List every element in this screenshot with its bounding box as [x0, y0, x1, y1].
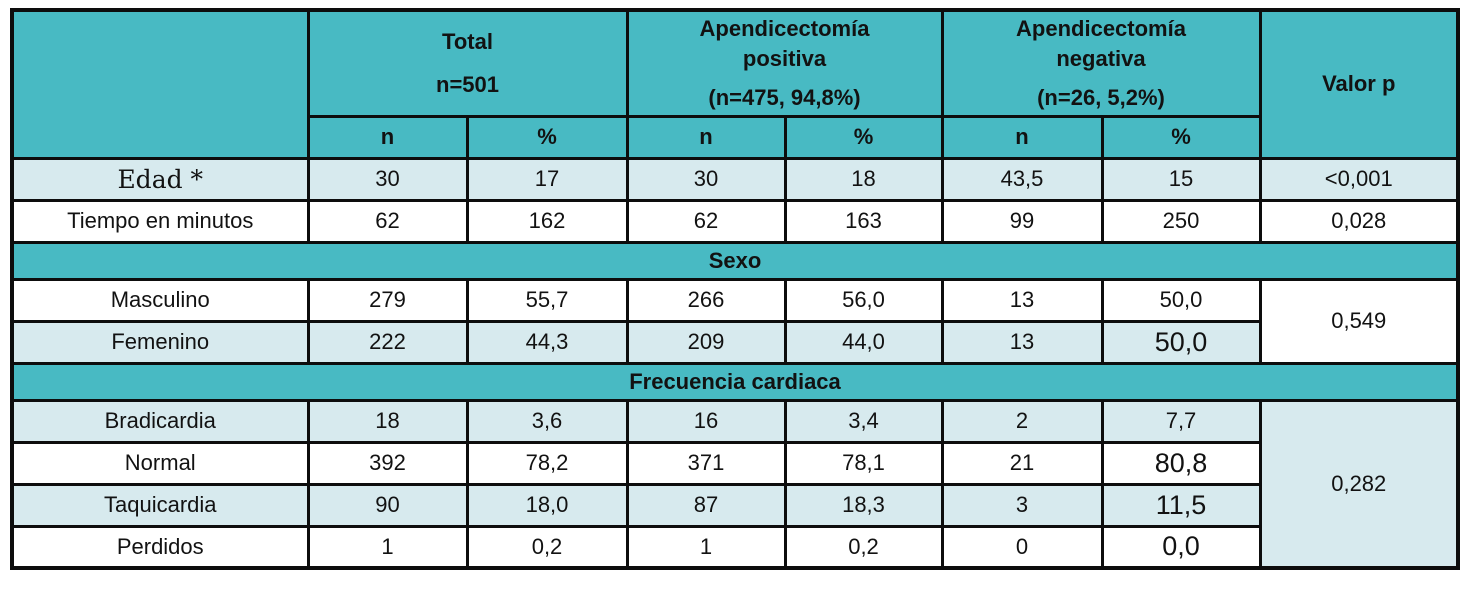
group-total-n: n=501	[436, 72, 499, 98]
data-cell: 392	[306, 440, 469, 486]
data-cell: 50,0	[1100, 319, 1262, 365]
subcol-total-n: n	[306, 114, 469, 160]
table-row-perdidos: Perdidos 1 0,2 1 0,2 0 0,0	[10, 524, 1458, 570]
data-cell: 44,0	[783, 319, 944, 365]
group-negativa-n: (n=26, 5,2%)	[1037, 84, 1165, 110]
section-title: Frecuencia cardiaca	[10, 361, 1460, 402]
data-cell: 2	[940, 398, 1104, 444]
data-cell: 0,0	[1100, 524, 1262, 570]
table-row-tiempo: Tiempo en minutos 62 162 62 163 99 250 0…	[10, 198, 1460, 244]
data-cell: 1	[306, 524, 469, 570]
data-cell: 163	[783, 198, 944, 244]
subcol-positiva-pct: %	[783, 114, 944, 160]
row-label: Perdidos	[10, 524, 310, 570]
group-negativa-title-line1: Apendicectomía	[1016, 16, 1186, 42]
group-total-title: Total	[442, 28, 493, 54]
data-cell: 0	[940, 524, 1104, 570]
column-group-total: Total n=501	[306, 8, 629, 118]
data-cell: 44,3	[465, 319, 629, 365]
data-cell: 87	[625, 482, 787, 528]
data-cell: 56,0	[783, 277, 944, 323]
data-cell: 13	[940, 277, 1104, 323]
group-positiva-title-line1: Apendicectomía	[699, 16, 870, 42]
p-value-cell: 0,282	[1258, 398, 1460, 570]
data-cell: 80,8	[1100, 440, 1262, 486]
section-title: Sexo	[10, 240, 1460, 281]
data-cell: 62	[625, 198, 787, 244]
group-positiva-n: (n=475, 94,8%)	[708, 84, 861, 110]
data-cell: 18,0	[465, 482, 629, 528]
data-cell: 209	[625, 319, 787, 365]
table-row-taquicardia: Taquicardia 90 18,0 87 18,3 3 11,5	[10, 482, 1458, 528]
group-negativa-title-line2: negativa	[1056, 45, 1146, 71]
data-cell: 11,5	[1100, 482, 1262, 528]
row-label: Taquicardia	[10, 482, 310, 528]
page: Total n=501 Apendicectomía positiva (n=4…	[10, 8, 1460, 570]
p-value-cell: 0,549	[1258, 277, 1460, 365]
data-cell: 90	[306, 482, 469, 528]
data-cell: 3	[940, 482, 1104, 528]
data-cell: 3,4	[783, 398, 944, 444]
data-cell: 13	[940, 319, 1104, 365]
column-group-positiva: Apendicectomía positiva (n=475, 94,8%)	[625, 8, 944, 118]
data-cell: 15	[1100, 156, 1262, 202]
section-header-frecuencia-cardiaca: Frecuencia cardiaca	[10, 361, 1460, 402]
header-row-groups: Total n=501 Apendicectomía positiva (n=4…	[10, 8, 1460, 160]
data-cell: 371	[625, 440, 787, 486]
data-cell: 17	[465, 156, 629, 202]
p-value-cell: 0,028	[1258, 198, 1460, 244]
table-row-normal: Normal 392 78,2 371 78,1 21 80,8	[10, 440, 1458, 486]
table-row-femenino: Femenino 222 44,3 209 44,0 13 50,0	[10, 319, 1458, 365]
data-cell: 0,2	[783, 524, 944, 570]
data-cell: 30	[625, 156, 787, 202]
subcol-negativa-pct: %	[1100, 114, 1262, 160]
data-cell: 18	[306, 398, 469, 444]
data-cell: 162	[465, 198, 629, 244]
row-label: Tiempo en minutos	[10, 198, 310, 244]
row-label: Edad *	[10, 156, 310, 202]
row-label: Bradicardia	[10, 398, 310, 444]
data-cell: 18	[783, 156, 944, 202]
header-row-subcols: n % n % n %	[12, 114, 1458, 160]
data-cell: 0,2	[465, 524, 629, 570]
subcol-negativa-n: n	[940, 114, 1104, 160]
data-cell: 99	[940, 198, 1104, 244]
data-cell: 266	[625, 277, 787, 323]
group-positiva-title-line2: positiva	[742, 45, 827, 71]
table-row-bradicardia: Bradicardia 18 3,6 16 3,4 2 7,7 0,282	[10, 398, 1460, 570]
data-cell: 250	[1100, 198, 1262, 244]
section-header-sexo: Sexo	[10, 240, 1460, 281]
row-label: Normal	[10, 440, 310, 486]
table-row-edad: Edad * 30 17 30 18 43,5 15 <0,001	[10, 156, 1460, 202]
subcol-positiva-n: n	[625, 114, 787, 160]
data-cell: 43,5	[940, 156, 1104, 202]
statistics-table: Total n=501 Apendicectomía positiva (n=4…	[10, 8, 1460, 570]
data-cell: 16	[625, 398, 787, 444]
data-cell: 3,6	[465, 398, 629, 444]
column-group-negativa: Apendicectomía negativa (n=26, 5,2%)	[940, 8, 1262, 118]
data-cell: 55,7	[465, 277, 629, 323]
data-cell: 21	[940, 440, 1104, 486]
table-row-masculino: Masculino 279 55,7 266 56,0 13 50,0 0,54…	[10, 277, 1460, 365]
corner-cell	[10, 8, 310, 160]
row-label: Masculino	[10, 277, 310, 323]
data-cell: 50,0	[1100, 277, 1262, 323]
data-cell: 62	[306, 198, 469, 244]
subcol-total-pct: %	[465, 114, 629, 160]
column-header-valor-p: Valor p	[1258, 8, 1460, 160]
p-value-cell: <0,001	[1258, 156, 1460, 202]
data-cell: 78,2	[465, 440, 629, 486]
data-cell: 18,3	[783, 482, 944, 528]
data-cell: 30	[306, 156, 469, 202]
data-cell: 1	[625, 524, 787, 570]
data-cell: 7,7	[1100, 398, 1262, 444]
data-cell: 279	[306, 277, 469, 323]
row-label: Femenino	[10, 319, 310, 365]
data-cell: 78,1	[783, 440, 944, 486]
data-cell: 222	[306, 319, 469, 365]
